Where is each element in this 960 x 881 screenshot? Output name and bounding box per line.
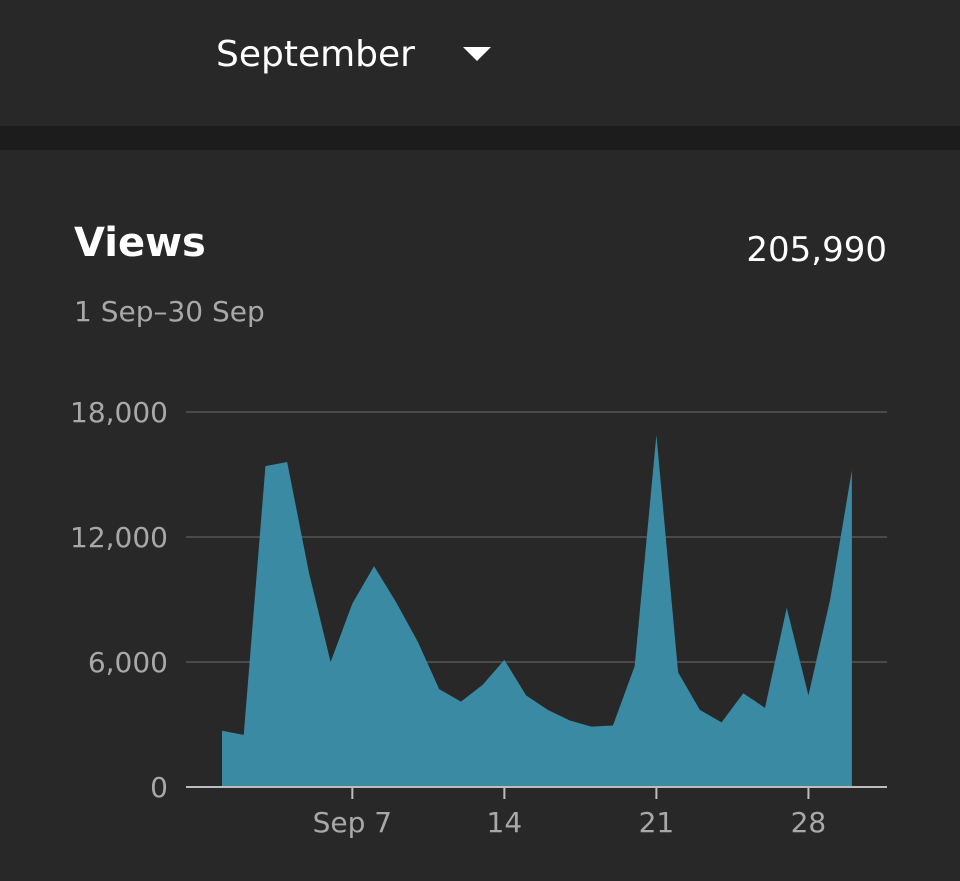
x-tick-label: 28 [791,806,827,839]
data-point[interactable] [349,601,355,607]
data-point[interactable] [501,657,507,663]
views-area-series[interactable] [222,434,852,787]
data-point[interactable] [697,707,703,713]
data-point[interactable] [545,707,551,713]
y-tick-label: 12,000 [70,521,168,554]
card-title: Views [74,220,206,266]
data-point[interactable] [241,732,247,738]
data-point[interactable] [827,597,833,603]
data-point[interactable] [740,690,746,696]
y-tick-label: 6,000 [88,646,168,679]
data-point[interactable] [610,723,616,729]
data-point[interactable] [436,686,442,692]
data-point[interactable] [458,699,464,705]
data-point[interactable] [480,682,486,688]
data-point[interactable] [284,459,290,465]
data-point[interactable] [523,692,529,698]
x-tick-label: 14 [487,806,523,839]
views-total: 205,990 [746,230,887,270]
top-bar: September [0,0,960,126]
y-tick-label: 0 [150,771,168,804]
data-point[interactable] [262,463,268,469]
data-point[interactable] [849,467,855,473]
data-point[interactable] [762,705,768,711]
data-point[interactable] [588,724,594,730]
data-point[interactable] [371,563,377,569]
caret-down-icon [462,47,491,61]
x-tick-label: 21 [639,806,675,839]
data-point[interactable] [328,659,334,665]
date-range: 1 Sep–30 Sep [74,295,265,328]
x-tick-label: Sep 7 [313,806,393,839]
section-divider [0,126,960,150]
data-point[interactable] [567,717,573,723]
data-point[interactable] [675,669,681,675]
data-point[interactable] [632,663,638,669]
data-point[interactable] [219,728,225,734]
data-point[interactable] [306,569,312,575]
data-point[interactable] [805,692,811,698]
data-point[interactable] [719,719,725,725]
data-point[interactable] [414,638,420,644]
data-point[interactable] [393,599,399,605]
data-point[interactable] [653,432,659,438]
y-tick-label: 18,000 [70,396,168,429]
month-dropdown-label: September [216,33,415,75]
data-point[interactable] [784,605,790,611]
month-dropdown[interactable]: September [196,18,511,90]
